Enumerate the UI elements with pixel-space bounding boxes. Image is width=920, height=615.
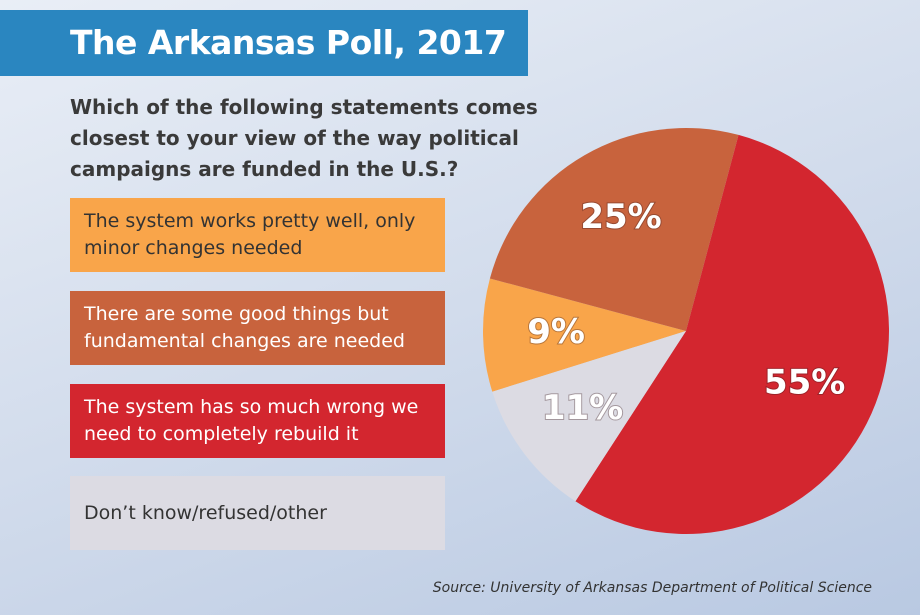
legend-entry: The system works pretty well, only minor… — [70, 198, 445, 272]
pie-slice — [489, 127, 739, 331]
legend-entry: There are some good things but fundament… — [70, 291, 445, 365]
source: Source: University of Arkansas Departmen… — [432, 580, 872, 596]
subtitle: Which of the following statements comes … — [70, 95, 538, 181]
value-label: 55% — [764, 362, 845, 402]
legend-entry: Don’t know/refused/other — [70, 476, 445, 550]
value-label: 11% — [542, 388, 623, 428]
value-label: 25% — [580, 197, 661, 237]
legend-entry: The system has so much wrong we need to … — [70, 384, 445, 458]
title-bar: The Arkansas Poll, 2017 — [0, 10, 528, 76]
chart-title: The Arkansas Poll, 2017 — [70, 23, 507, 62]
value-label: 9% — [527, 312, 585, 352]
pie-slice — [482, 278, 686, 392]
pie-slice — [492, 331, 686, 502]
pie-slice — [575, 134, 890, 534]
